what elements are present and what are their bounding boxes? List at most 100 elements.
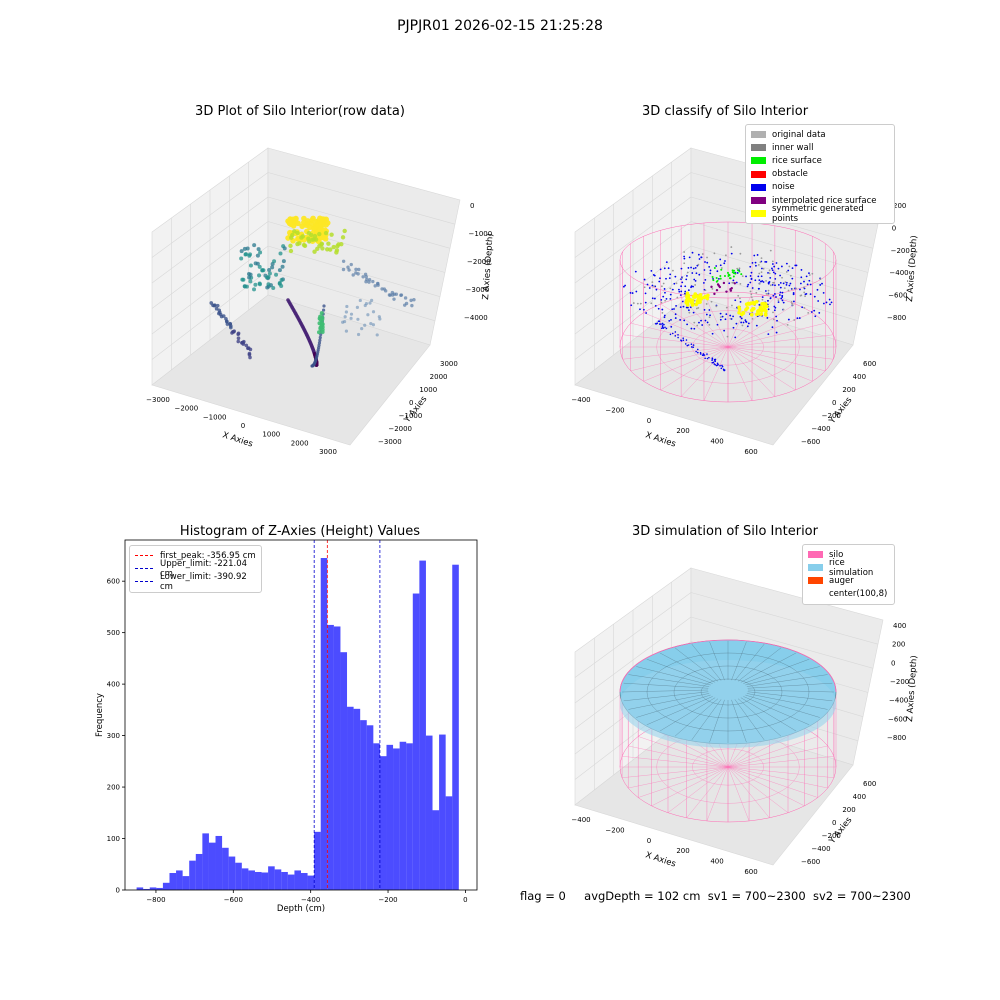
noise-point xyxy=(661,324,664,326)
raw-data-point xyxy=(286,219,293,225)
raw-data-point xyxy=(322,304,326,308)
noise-point xyxy=(775,296,777,298)
noise-point xyxy=(719,264,722,267)
raw-data-point xyxy=(298,231,305,238)
noise-point xyxy=(701,324,704,326)
noise-point xyxy=(724,318,727,321)
noise-point xyxy=(719,318,722,321)
raw-data-point xyxy=(307,337,311,342)
simulation-x-tick: 400 xyxy=(710,858,723,866)
symmetric-point xyxy=(696,297,701,302)
raw-y-tick: 2000 xyxy=(430,373,448,381)
raw-data-point xyxy=(302,328,307,333)
classify-legend-label: original data xyxy=(772,129,826,140)
silo-floor-spoke xyxy=(628,745,729,768)
interpolated-point xyxy=(718,285,722,289)
noise-point xyxy=(685,339,688,341)
raw-data-point xyxy=(318,314,323,319)
raw-data-point xyxy=(304,332,309,337)
histogram-x-tick-label: −800 xyxy=(146,896,165,904)
histogram-bar xyxy=(294,870,301,890)
raw-z-tick: −3000 xyxy=(466,286,490,294)
raw-x-tick: −1000 xyxy=(203,413,227,421)
original-data-point xyxy=(750,296,753,299)
raw-data-point xyxy=(241,342,246,346)
original-data-point xyxy=(772,281,774,284)
silo-floor-ring xyxy=(656,730,800,804)
noise-point xyxy=(658,280,661,283)
noise-point xyxy=(721,315,724,318)
symmetric-point xyxy=(696,300,700,305)
symmetric-point xyxy=(698,293,703,297)
noise-point xyxy=(670,325,673,328)
noise-point xyxy=(788,284,791,287)
original-data-point xyxy=(698,297,701,300)
raw-data-point xyxy=(314,363,319,367)
noise-point xyxy=(732,315,734,318)
symmetric-point xyxy=(756,309,760,314)
raw-z-axis-label: Z Axies (Depth) xyxy=(481,233,496,300)
rice-surface-point xyxy=(733,269,736,272)
raw-data-point xyxy=(314,362,319,367)
rice-mesh-line xyxy=(691,699,722,741)
original-data-point xyxy=(660,301,663,304)
raw-data-point xyxy=(342,228,347,234)
raw-data-point xyxy=(260,268,265,273)
simulation-legend-item: rice simulation xyxy=(808,558,889,578)
original-data-point xyxy=(738,267,741,270)
noise-point xyxy=(642,308,645,311)
symmetric-point xyxy=(689,298,693,303)
noise-point xyxy=(805,292,808,295)
histogram-bar xyxy=(353,708,361,890)
symmetric-point xyxy=(693,292,698,296)
noise-point xyxy=(681,281,684,284)
noise-point xyxy=(678,288,680,291)
raw-data-point xyxy=(319,216,326,222)
raw-data-point xyxy=(314,363,319,367)
raw-data-point xyxy=(314,355,319,359)
simulation-y-tick: 0 xyxy=(832,819,836,827)
rice-mesh-line xyxy=(737,647,782,682)
noise-point xyxy=(740,317,743,320)
classify-y-axis-label: Y Axies xyxy=(827,395,855,427)
noise-point xyxy=(639,308,641,311)
raw-x-tick: −3000 xyxy=(146,396,170,404)
raw-data-point xyxy=(295,235,301,242)
classify-legend-label: obstacle xyxy=(772,169,808,180)
silo-floor-spoke xyxy=(703,293,729,348)
simulation-x-tick: 0 xyxy=(647,837,651,845)
noise-point xyxy=(703,308,706,311)
original-data-point xyxy=(791,288,794,290)
original-data-point xyxy=(695,307,698,310)
original-data-point xyxy=(757,300,760,303)
noise-point xyxy=(695,272,698,275)
noise-point xyxy=(771,283,774,286)
raw-data-point xyxy=(257,281,262,286)
raw-data-point xyxy=(313,355,318,360)
classify-gridline xyxy=(574,270,692,360)
symmetric-point xyxy=(756,309,761,313)
noise-point xyxy=(735,322,738,325)
raw-data-point xyxy=(268,283,273,288)
rice-surface-point xyxy=(731,269,734,272)
noise-point xyxy=(691,301,694,304)
histogram-y-tick-label: 0 xyxy=(116,887,120,895)
rice-surface xyxy=(619,639,837,745)
raw-data-point xyxy=(323,231,329,238)
symmetric-point xyxy=(751,306,756,311)
silo-floor-spoke xyxy=(727,346,826,372)
noise-point xyxy=(757,275,760,278)
noise-point xyxy=(749,313,751,315)
raw-data-point xyxy=(403,296,408,300)
rice-mesh-line xyxy=(709,641,725,681)
noise-point xyxy=(700,256,703,259)
raw-data-point xyxy=(354,267,358,272)
raw-data-point xyxy=(267,271,272,276)
original-data-point xyxy=(715,305,718,308)
raw-data-point xyxy=(263,273,268,278)
noise-point xyxy=(782,301,785,304)
raw-data-point xyxy=(316,238,322,244)
raw-data-point xyxy=(309,344,314,348)
silo-floor-spoke xyxy=(727,766,750,821)
noise-point xyxy=(631,292,634,294)
